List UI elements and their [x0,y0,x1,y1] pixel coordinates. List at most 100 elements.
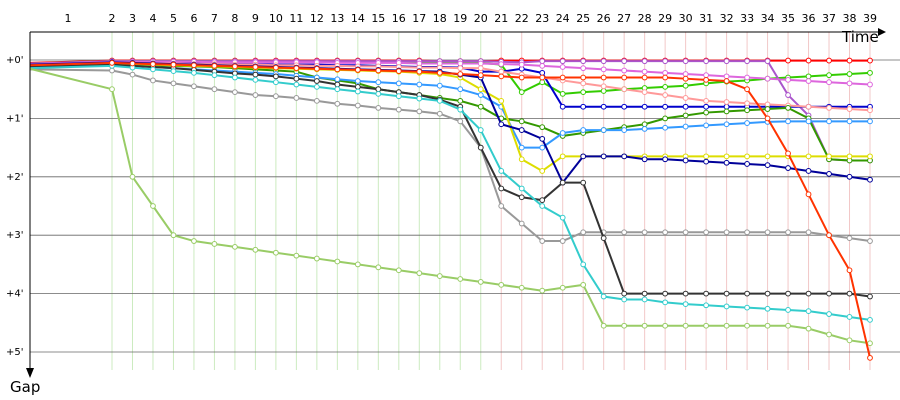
data-point [846,57,853,64]
data-point [559,130,566,136]
data-point [498,185,505,192]
data-point [354,83,361,90]
data-point [805,153,812,160]
data-point [232,89,238,96]
data-point [600,74,607,81]
y-tick-label: +1' [6,113,24,124]
data-point [703,290,710,297]
data-point [621,153,628,160]
x-tick-label: 21 [494,12,508,25]
data-point [785,307,791,313]
x-tick-label: 23 [535,12,549,25]
x-tick-label: 1 [65,12,72,25]
x-tick-label: 8 [231,12,238,25]
data-point [436,110,443,117]
x-tick-label: 9 [252,12,259,25]
data-point [846,267,853,274]
data-point [846,337,853,344]
data-point [764,75,771,82]
data-point [805,78,812,84]
data-point [580,89,587,96]
data-point [785,118,791,125]
data-point [477,60,484,67]
data-point [662,299,669,306]
x-tick-label: 32 [720,12,734,25]
data-point [846,106,853,112]
x-tick-label: 15 [371,12,385,25]
x-tick-label: 4 [149,12,156,25]
data-point [826,72,832,79]
data-point [252,246,259,253]
data-point [764,305,771,312]
data-point [703,122,710,129]
data-point [703,58,710,65]
y-tick-label: +4' [6,289,24,300]
x-tick-label: 13 [330,12,344,25]
data-point [518,194,525,201]
data-point [600,153,607,160]
data-point [416,270,423,277]
data-point [498,68,505,75]
data-point [191,69,197,76]
data-point [518,118,525,125]
series-path [29,63,870,162]
data-point [723,58,730,65]
data-point [457,71,464,77]
data-point [477,144,484,151]
data-point [436,273,443,279]
data-point [109,67,115,74]
data-point [600,235,607,242]
x-tick-label: 11 [289,12,303,25]
x-tick-label: 38 [843,12,857,25]
data-point [518,220,525,227]
data-point [580,58,587,65]
y-tick-labels: +0' +1' +2' +3' +4' +5' [6,55,24,358]
data-point [805,118,812,125]
data-point [150,77,156,84]
data-point [150,66,156,73]
data-point [395,267,402,274]
data-point [539,135,546,142]
data-point [477,279,484,285]
data-point [744,322,750,329]
x-tick-label: 14 [351,12,365,25]
data-point [723,290,730,297]
data-point [498,73,505,80]
data-point [518,61,525,68]
data-point [621,296,628,303]
data-point [846,80,853,87]
data-point [354,67,361,73]
data-point [580,153,587,160]
data-point [867,57,873,64]
x-tick-label: 12 [310,12,324,25]
data-point [498,168,505,174]
data-point [109,86,115,93]
data-point [682,75,689,82]
data-point [436,82,443,89]
data-point [682,123,689,130]
data-point [703,72,710,79]
x-tick-label: 25 [576,12,590,25]
data-point [457,97,464,104]
x-tick-label: 28 [638,12,652,25]
data-point [621,229,628,236]
data-point [191,238,197,244]
data-point [457,60,464,67]
series-layer [29,57,873,361]
data-point [232,74,238,81]
x-axis-label: Time [841,28,879,46]
data-point [539,203,546,209]
x-tick-label: 2 [109,12,116,25]
data-point [744,290,750,297]
data-point [662,156,669,163]
data-point [334,258,341,265]
data-point [744,229,750,236]
data-point [539,144,546,151]
data-point [170,80,177,87]
data-point [354,78,361,84]
data-point [416,108,423,115]
data-point [600,293,607,300]
data-point [703,153,710,160]
data-point [621,127,628,133]
x-tick-label: 26 [597,12,611,25]
